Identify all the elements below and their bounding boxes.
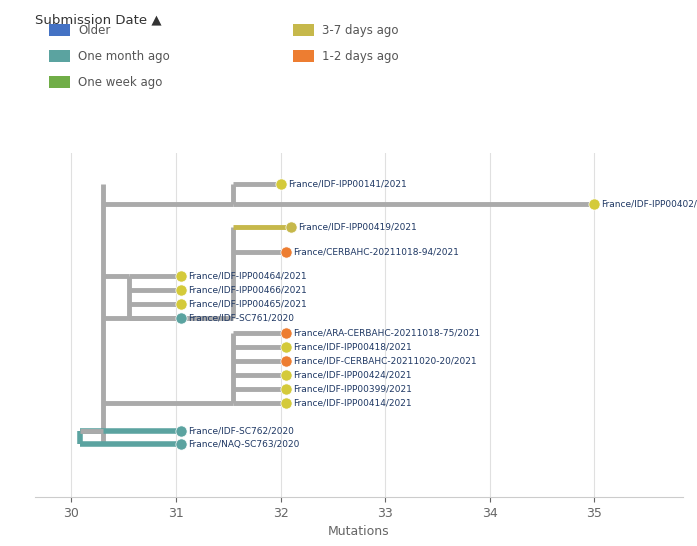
Point bbox=[280, 357, 291, 365]
Text: France/IDF-IPP00402/2021: France/IDF-IPP00402/2021 bbox=[602, 199, 697, 208]
Text: France/NAQ-SC763/2020: France/NAQ-SC763/2020 bbox=[188, 440, 300, 449]
Text: France/IDF-IPP00418/2021: France/IDF-IPP00418/2021 bbox=[293, 343, 412, 352]
Text: France/IDF-IPP00466/2021: France/IDF-IPP00466/2021 bbox=[188, 286, 307, 295]
Text: 3-7 days ago: 3-7 days ago bbox=[322, 23, 399, 37]
Text: France/IDF-IPP00424/2021: France/IDF-IPP00424/2021 bbox=[293, 371, 412, 379]
Point bbox=[280, 371, 291, 379]
Text: Older: Older bbox=[78, 23, 110, 37]
Text: Submission Date ▲: Submission Date ▲ bbox=[35, 14, 162, 27]
Point bbox=[280, 247, 291, 256]
Text: France/IDF-IPP00464/2021: France/IDF-IPP00464/2021 bbox=[188, 272, 307, 281]
Text: France/IDF-IPP00414/2021: France/IDF-IPP00414/2021 bbox=[293, 398, 412, 407]
Text: 1-2 days ago: 1-2 days ago bbox=[322, 50, 399, 63]
Text: France/IDF-SC762/2020: France/IDF-SC762/2020 bbox=[188, 426, 294, 435]
Point bbox=[275, 180, 286, 188]
Text: One week ago: One week ago bbox=[78, 76, 162, 89]
Point bbox=[176, 426, 187, 435]
Point bbox=[176, 286, 187, 294]
Point bbox=[280, 343, 291, 352]
Point bbox=[285, 223, 296, 232]
Point bbox=[176, 440, 187, 449]
Point bbox=[176, 313, 187, 322]
Text: One month ago: One month ago bbox=[78, 50, 170, 63]
Point bbox=[280, 384, 291, 393]
Text: France/IDF-CERBAHC-20211020-20/2021: France/IDF-CERBAHC-20211020-20/2021 bbox=[293, 357, 477, 366]
Text: France/IDF-IPP00419/2021: France/IDF-IPP00419/2021 bbox=[298, 222, 417, 232]
Point bbox=[280, 399, 291, 407]
Text: France/IDF-IPP00141/2021: France/IDF-IPP00141/2021 bbox=[288, 179, 406, 188]
X-axis label: Mutations: Mutations bbox=[328, 525, 390, 538]
Point bbox=[280, 329, 291, 338]
Text: France/IDF-SC761/2020: France/IDF-SC761/2020 bbox=[188, 313, 295, 323]
Point bbox=[176, 300, 187, 308]
Text: France/ARA-CERBAHC-20211018-75/2021: France/ARA-CERBAHC-20211018-75/2021 bbox=[293, 329, 480, 338]
Point bbox=[176, 272, 187, 281]
Point bbox=[588, 199, 599, 208]
Text: France/IDF-IPP00465/2021: France/IDF-IPP00465/2021 bbox=[188, 300, 307, 308]
Text: France/IDF-IPP00399/2021: France/IDF-IPP00399/2021 bbox=[293, 384, 412, 393]
Text: France/CERBAHC-20211018-94/2021: France/CERBAHC-20211018-94/2021 bbox=[293, 247, 459, 256]
